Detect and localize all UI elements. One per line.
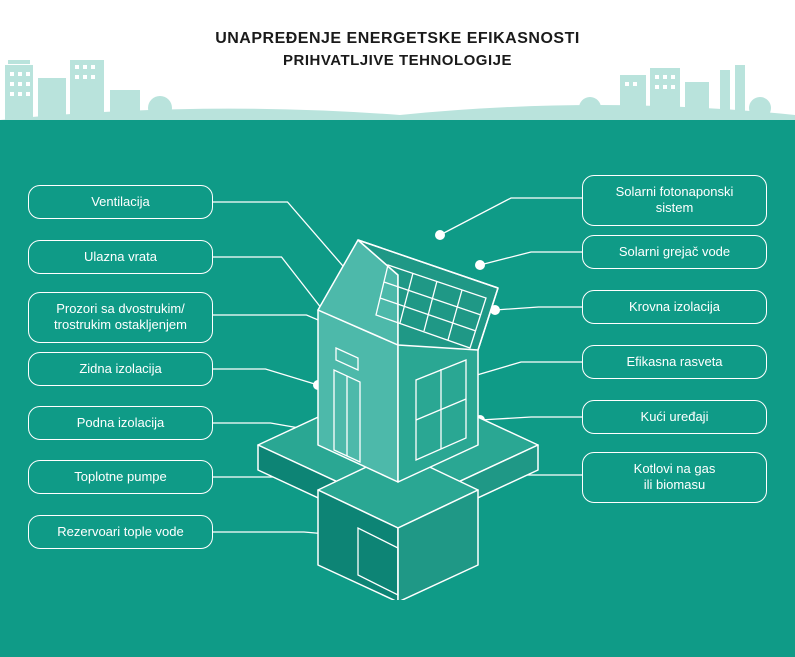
- left-label-6: Rezervoari tople vode: [28, 515, 213, 549]
- header: UNAPREĐENJE ENERGETSKE EFIKASNOSTI PRIHV…: [0, 0, 795, 120]
- main-panel: Ventilacija Ulazna vrata Prozori sa dvostr…: [0, 120, 795, 657]
- right-label-3: Efikasna rasveta: [582, 345, 767, 379]
- left-label-0: Ventilacija: [28, 185, 213, 219]
- skyline-silhouette: [0, 60, 795, 120]
- left-label-2: Prozori sa dvostrukim/ trostrukim ostakl…: [28, 292, 213, 343]
- title-line1: UNAPREĐENJE ENERGETSKE EFIKASNOSTI: [0, 28, 795, 50]
- left-label-4: Podna izolacija: [28, 406, 213, 440]
- left-label-1: Ulazna vrata: [28, 240, 213, 274]
- right-label-2: Krovna izolacija: [582, 290, 767, 324]
- right-label-0: Solarni fotonaponski sistem: [582, 175, 767, 226]
- right-label-1: Solarni grejač vode: [582, 235, 767, 269]
- right-label-4: Kući uređaji: [582, 400, 767, 434]
- left-label-3: Zidna izolacija: [28, 352, 213, 386]
- house-illustration: [238, 170, 558, 600]
- left-label-5: Toplotne pumpe: [28, 460, 213, 494]
- right-label-5: Kotlovi na gas ili biomasu: [582, 452, 767, 503]
